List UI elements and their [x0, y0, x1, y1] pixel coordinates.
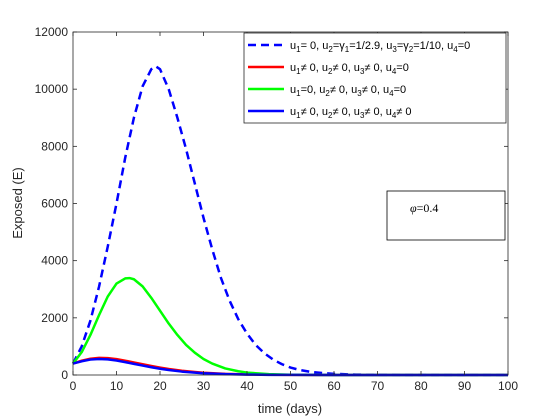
legend-label-3: u1=0, u2≠ 0, u3≠ 0, u4=0 — [290, 84, 406, 98]
y-tick-label: 4000 — [41, 254, 68, 268]
y-tick-label: 6000 — [41, 197, 68, 211]
x-tick-label: 50 — [284, 379, 298, 393]
annotation-box: φ=0.4 — [386, 190, 506, 241]
axes-layer: 0 10 20 30 40 50 60 70 80 90 100 0 2000 4000 6000 8000 1… — [35, 25, 519, 393]
x-axis-label: time (days) — [258, 401, 322, 416]
annotation-frame — [386, 190, 506, 241]
legend-label-4: u1≠ 0, u2≠ 0, u3≠ 0, u4≠ 0 — [290, 106, 412, 120]
legend-label-1: u1= 0, u2=γ1=1/2.9, u3=γ2=1/10, u4=0 — [290, 40, 470, 54]
y-tick-label: 10000 — [35, 82, 69, 96]
x-tick-label: 10 — [110, 379, 124, 393]
y-tick-label: 8000 — [41, 139, 68, 153]
legend-label-2: u1≠ 0, u2≠ 0, u3≠ 0, u4=0 — [290, 62, 409, 76]
x-tick-label: 100 — [498, 379, 518, 393]
x-tick-label: 40 — [240, 379, 254, 393]
y-tick-label: 12000 — [35, 25, 69, 39]
x-tick-label: 30 — [197, 379, 211, 393]
y-tick-label: 0 — [61, 368, 68, 382]
phi-annotation: φ=0.4 — [410, 201, 438, 215]
y-axis-label: Exposed (E) — [10, 167, 25, 239]
x-tick-label: 60 — [327, 379, 341, 393]
legend-box — [243, 32, 507, 124]
x-tick-label: 20 — [153, 379, 167, 393]
y-tick-label: 2000 — [41, 311, 68, 325]
x-tick-label: 70 — [371, 379, 385, 393]
x-tick-label: 90 — [458, 379, 472, 393]
legend: u1= 0, u2=γ1=1/2.9, u3=γ2=1/10, u4=0 u1≠ … — [243, 32, 507, 124]
x-tick-label: 0 — [70, 379, 77, 393]
x-tick-label: 80 — [414, 379, 428, 393]
